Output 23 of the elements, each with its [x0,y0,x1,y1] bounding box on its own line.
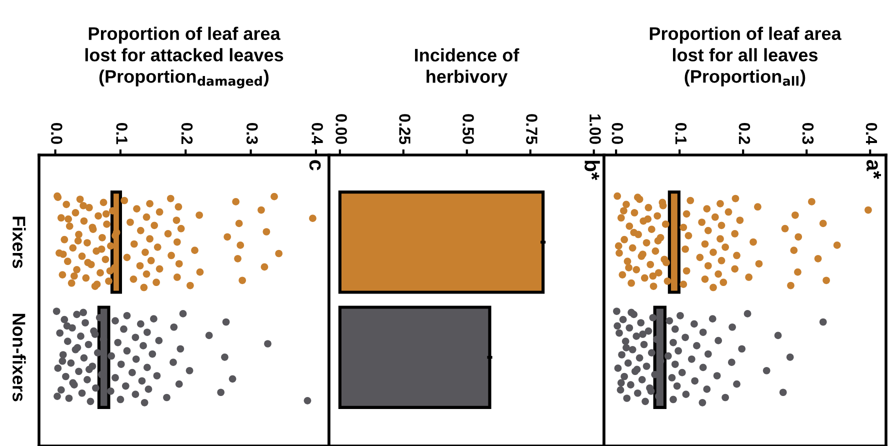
x-tick-label: 0.25 [399,114,410,144]
annotation: c [309,160,321,170]
x-tick-label: 0.75 [526,114,538,144]
x-tick-label: 1.00 [590,114,601,144]
x-tick-label: 0.50 [462,114,474,144]
x-tick-label: 0.1 [116,123,128,144]
chart-title: Proportion of leaf area lost for attacked leaves (Proportion$_{damaged}$) [85,26,284,88]
annotation: a* [866,160,882,180]
y-tick-label: Non-fixers [12,314,26,402]
annotation: b* [584,160,600,180]
chart-title: Incidence of herbivory [415,48,520,87]
x-tick-label: 0.00 [336,114,347,144]
y-tick-label: Fixers [12,216,26,268]
x-tick-label: 0.2 [181,123,193,144]
x-tick-label: 0.2 [738,123,750,144]
x-tick-label: 0.3 [246,123,258,144]
x-tick-label: 0.4 [312,123,323,144]
x-tick-label: 0.3 [802,123,814,144]
x-tick-label: 0.4 [866,123,878,144]
x-tick-label: 0.0 [51,123,62,144]
x-tick-label: 0.0 [612,123,624,144]
x-tick-label: 0.1 [675,123,687,144]
chart-title: Proportion of leaf area lost for all leaves (Proportion$_{all}$) [650,26,842,86]
